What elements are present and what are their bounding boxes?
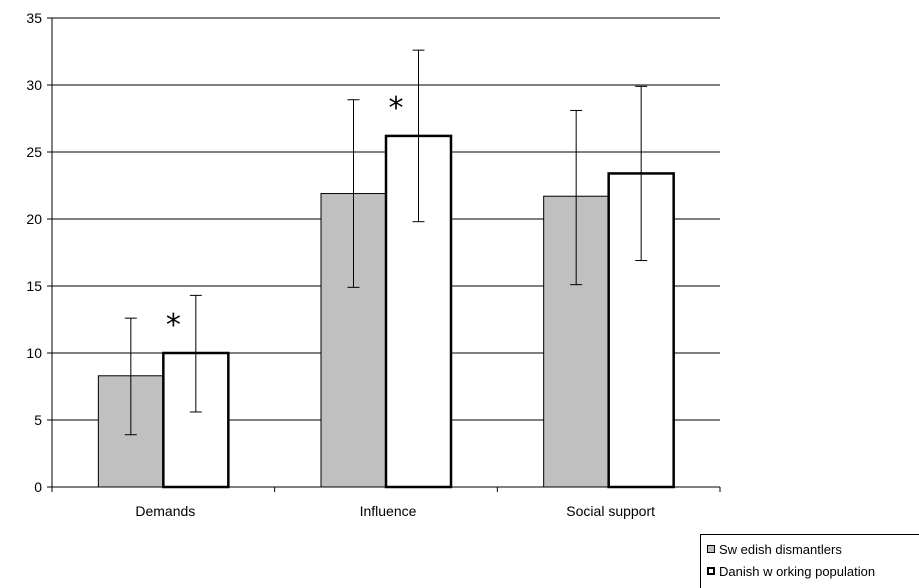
y-tick-label: 30 (26, 77, 42, 93)
y-tick-label: 5 (34, 412, 42, 428)
y-tick-label: 35 (26, 10, 42, 26)
axes (47, 17, 721, 492)
x-category-label: Demands (135, 503, 195, 519)
y-tick-label: 20 (26, 211, 42, 227)
bars (97, 134, 675, 489)
legend-label-0: Sw edish dismantlers (719, 541, 842, 557)
legend: Sw edish dismantlers Danish w orking pop… (700, 534, 919, 588)
y-tick-label: 25 (26, 144, 42, 160)
significance-asterisk: * (166, 308, 181, 343)
axis-labels: 0 5 10 15 20 25 30 35 Demands Influence Social sup… (26, 10, 655, 519)
x-category-label: Social support (566, 503, 655, 519)
legend-swatch-grey (707, 545, 715, 553)
error-bars (124, 49, 648, 436)
legend-swatch-white (707, 567, 715, 575)
legend-item-series-0: Sw edish dismantlers (707, 539, 842, 559)
annotations: ** (166, 91, 404, 343)
y-tick-label: 15 (26, 278, 42, 294)
x-category-label: Influence (360, 503, 417, 519)
y-tick-label: 0 (34, 479, 42, 495)
legend-item-series-1: Danish w orking population (707, 561, 875, 581)
y-tick-label: 10 (26, 345, 42, 361)
significance-asterisk: * (389, 91, 404, 126)
legend-label-1: Danish w orking population (719, 563, 876, 579)
